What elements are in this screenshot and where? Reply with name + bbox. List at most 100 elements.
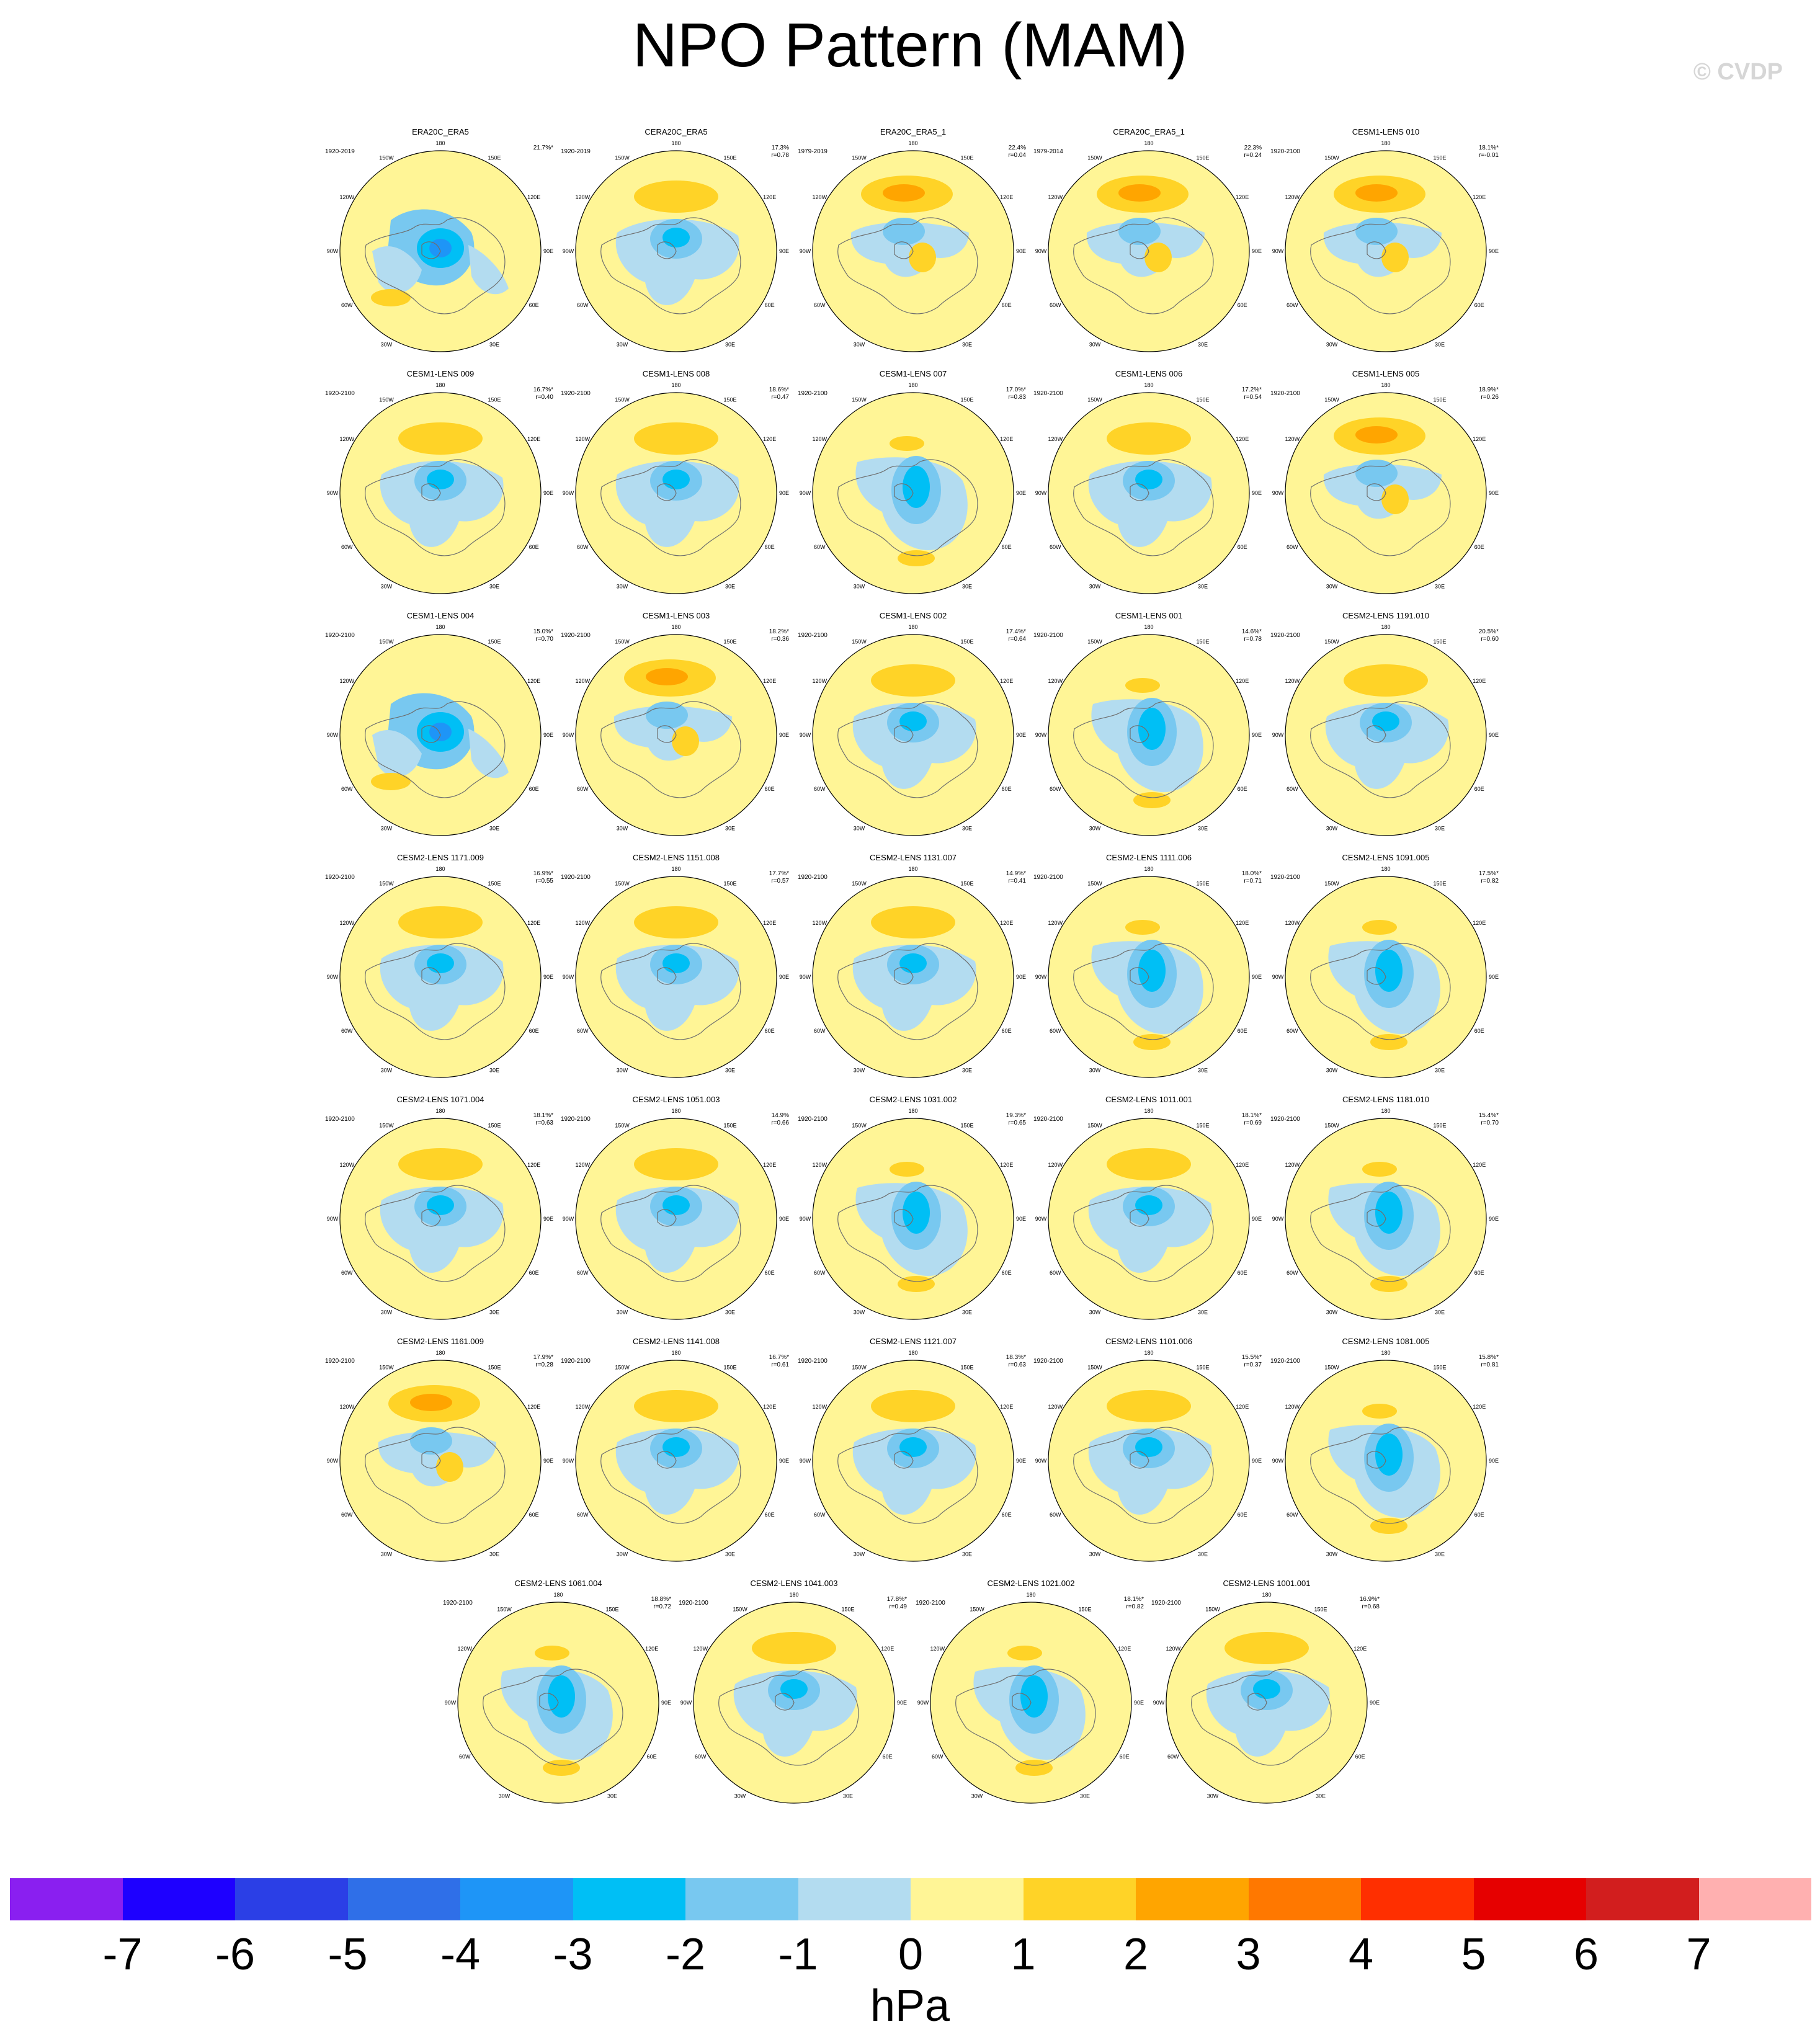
anomaly-contour [646, 702, 688, 729]
longitude-label: 120W [813, 1404, 827, 1410]
coastline [1310, 217, 1451, 314]
panel-title: CESM2-LENS 1181.010 [1342, 1095, 1429, 1104]
longitude-label: 60W [341, 786, 353, 792]
longitude-label: 60W [1287, 1512, 1298, 1518]
longitude-label: 60W [577, 1028, 589, 1034]
longitude-label: 60E [765, 786, 775, 792]
longitude-label: 0 [439, 356, 442, 357]
longitude-label: 150E [960, 638, 973, 644]
panel-years: 1920-2100 [561, 1358, 591, 1365]
longitude-label: 120E [1473, 194, 1486, 200]
panel-title: CESM2-LENS 1121.007 [870, 1337, 957, 1346]
longitude-label: 90W [563, 732, 574, 738]
coastline [365, 1427, 506, 1524]
panel-title: CESM2-LENS 1091.005 [1342, 853, 1430, 862]
map-panel: 180150E120E90E60E30E030W60W90W120W150WCE… [1268, 1337, 1504, 1566]
longitude-label: 150W [615, 638, 630, 644]
panel-stats: 20.5%* r=0.60 [1479, 628, 1499, 643]
longitude-label: 150W [615, 880, 630, 886]
panel-years: 1920-2100 [798, 874, 827, 881]
explained-variance: 18.9%* [1478, 386, 1499, 393]
longitude-label: 120W [1048, 678, 1063, 684]
longitude-label: 150W [1324, 396, 1339, 403]
map-border [1048, 634, 1250, 836]
panel-years: 1979-2014 [1033, 148, 1063, 155]
anomaly-contour [1086, 222, 1205, 277]
pattern-correlation: r=0.49 [889, 1603, 907, 1610]
anomaly-contour [662, 470, 690, 489]
longitude-label: 180 [1381, 140, 1390, 146]
longitude-label: 90W [800, 732, 811, 738]
longitude-label: 0 [792, 1807, 795, 1808]
map-border [693, 1602, 895, 1804]
polar-map: 180150E120E90E60E30E030W60W90W120W150W [327, 1350, 553, 1566]
anomaly-contour [1107, 422, 1191, 455]
longitude-label: 120E [1000, 194, 1013, 200]
explained-variance: 17.2%* [1241, 386, 1262, 393]
anomaly-contour [883, 218, 925, 245]
longitude-label: 120W [1285, 920, 1300, 926]
anomaly-contour [427, 1195, 454, 1215]
anomaly-contour [1253, 1679, 1280, 1699]
longitude-label: 120E [1000, 436, 1013, 442]
panel-stats: 16.9%* r=0.55 [533, 870, 553, 885]
longitude-label: 30E [489, 342, 499, 348]
colorbar-segment [573, 1878, 685, 1920]
longitude-label: 150E [1196, 396, 1209, 403]
panel-stats: 15.8%* r=0.81 [1479, 1354, 1499, 1369]
longitude-label: 30W [381, 1551, 393, 1558]
map-panel: 180150E120E90E60E30E030W60W90W120W150WCE… [1268, 1095, 1504, 1324]
longitude-label: 60E [1238, 302, 1247, 308]
longitude-label: 120W [340, 920, 355, 926]
longitude-label: 150W [1324, 154, 1339, 161]
map-border [575, 1360, 777, 1562]
panel-stats: 17.4%* r=0.64 [1006, 628, 1026, 643]
longitude-label: 120W [340, 194, 355, 200]
anomaly-contour [871, 664, 955, 697]
panel-years: 1920-2100 [1033, 1358, 1063, 1365]
longitude-label: 120E [763, 1162, 776, 1168]
longitude-label: 180 [1144, 382, 1153, 388]
longitude-label: 90W [1272, 248, 1284, 254]
anomaly-contour [615, 461, 739, 547]
longitude-label: 150E [1433, 396, 1446, 403]
longitude-label: 60W [1287, 302, 1298, 308]
map-border [575, 392, 777, 594]
longitude-label: 150W [852, 1364, 867, 1370]
pattern-correlation: r=0.40 [535, 394, 553, 401]
longitude-label: 120W [1285, 436, 1300, 442]
coastline [837, 701, 978, 798]
longitude-label: 120W [1048, 436, 1063, 442]
pattern-correlation: r=0.82 [1126, 1603, 1144, 1610]
longitude-label: 150W [852, 396, 867, 403]
panel-stats: 18.1%* r=0.69 [1242, 1112, 1262, 1127]
longitude-label: 30W [854, 1068, 865, 1074]
polar-map: 180150E120E90E60E30E030W60W90W120W150W [1272, 140, 1499, 357]
longitude-label: 120W [1285, 1404, 1300, 1410]
pattern-correlation: r=0.66 [771, 1120, 789, 1126]
longitude-label: 30E [1435, 342, 1445, 348]
longitude-label: 30E [725, 1068, 735, 1074]
longitude-label: 150E [488, 1122, 501, 1128]
longitude-label: 150W [497, 1606, 512, 1612]
longitude-label: 90E [1252, 490, 1262, 496]
map-panel: 180150E120E90E60E30E030W60W90W120W150WCE… [558, 1337, 794, 1566]
longitude-label: 150W [1087, 1122, 1102, 1128]
pattern-correlation: r=0.63 [535, 1120, 553, 1126]
map-border [812, 392, 1014, 594]
longitude-label: 60E [529, 1270, 539, 1276]
explained-variance: 15.5%* [1241, 1354, 1262, 1361]
longitude-label: 30E [962, 1551, 972, 1558]
longitude-label: 90E [1016, 490, 1026, 496]
anomaly-contour [890, 436, 924, 451]
map-border [812, 634, 1014, 836]
panel-title: CESM1-LENS 009 [406, 369, 475, 378]
longitude-label: 120W [1285, 1162, 1300, 1168]
panel-title: CESM1-LENS 001 [1115, 611, 1183, 620]
longitude-label: 60E [1002, 1512, 1012, 1518]
longitude-label: 120W [930, 1646, 945, 1652]
coastline [837, 1427, 978, 1524]
polar-map: 180150E120E90E60E30E030W60W90W120W150W [917, 1592, 1144, 1808]
colorbar-segment [1586, 1878, 1699, 1920]
panel-stats: 17.9%* r=0.28 [533, 1354, 553, 1369]
